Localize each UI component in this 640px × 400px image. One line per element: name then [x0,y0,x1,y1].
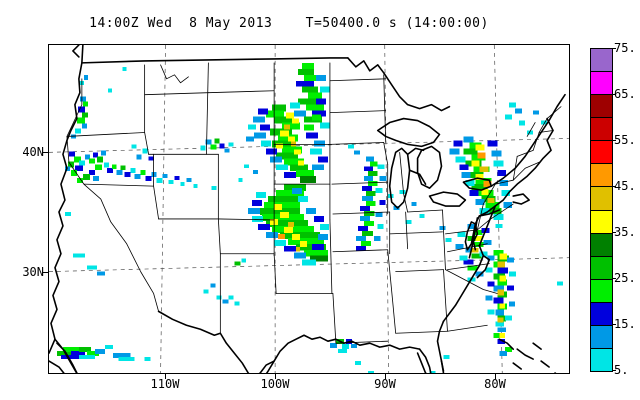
colorbar-tick-65 [612,94,616,95]
map-canvas [49,45,569,373]
x-axis-label-110w: 110W [150,377,180,391]
colorbar-tick-5 [612,370,616,371]
page-title: 14:00Z Wed 8 May 2013 T=50400.0 s (14:00… [89,16,489,31]
radar-reflectivity-layer [56,62,564,373]
colorbar-tick-75 [612,48,616,49]
colorbar-band-60-65 [591,95,612,119]
echo-great-basin [64,144,198,189]
colorbar-band-55-60 [591,118,612,142]
colorbar-label-35: 35. [614,225,636,239]
colorbar-label-55: 55. [614,133,636,147]
colorbar-tick-35 [612,232,616,233]
colorbar-band-40-45 [591,187,612,211]
colorbar-tick-25 [612,278,616,279]
colorbar-label-5: 5. [614,363,629,377]
colorbar-tick-55 [612,140,616,141]
colorbar-band-45-50 [591,164,612,188]
echo-ohio-valley [347,144,425,251]
x-tick-80w [495,374,496,379]
x-tick-100w [275,374,276,379]
x-axis-label-80w: 80W [484,377,506,391]
colorbar-label-25: 25. [614,271,636,285]
colorbar-label-15: 15. [614,317,636,331]
y-axis-label-30n: 30N [22,265,44,279]
echo-socal-baja [56,211,151,362]
colorbar-tick-15 [612,324,616,325]
colorbar-band-10-15 [591,325,612,350]
colorbar-band-25-30 [591,256,612,280]
y-tick-40n [43,152,48,153]
x-tick-90w [385,374,386,379]
coastline [49,45,566,373]
colorbar-label-75: 75. [614,41,636,55]
colorbar-band-20-25 [591,279,612,303]
x-axis-label-100w: 100W [260,377,290,391]
colorbar-band-30-35 [591,233,612,257]
reflectivity-colorbar [590,48,613,372]
map-plot-area [48,44,570,374]
x-tick-110w [165,374,166,379]
colorbar-label-65: 65. [614,87,636,101]
colorbar-band-15-20 [591,302,612,326]
colorbar-band-65-70 [591,72,612,96]
colorbar-band-35-40 [591,210,612,234]
colorbar-label-45: 45. [614,179,636,193]
colorbar-tick-45 [612,186,616,187]
colorbar-band-5-10 [591,349,612,372]
echo-central-plains-squall-line [246,62,330,266]
echo-colorado-utah [200,138,259,191]
x-axis-label-90w: 90W [374,377,396,391]
echo-atlantic-offshore [485,249,564,357]
echo-mid-atlantic [449,102,548,220]
colorbar-band-50-55 [591,141,612,165]
colorbar-band-70-75 [591,49,612,73]
y-tick-30n [43,272,48,273]
y-axis-label-40n: 40N [22,145,44,159]
echo-gulf-coast [203,258,450,373]
